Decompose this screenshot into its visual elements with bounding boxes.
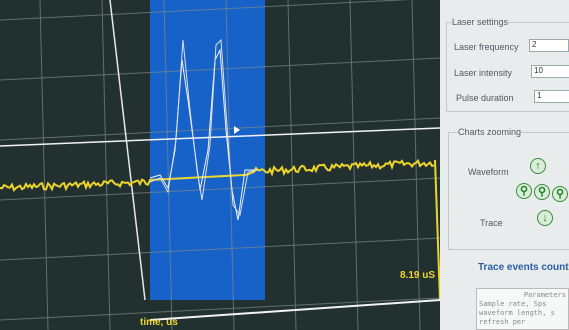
arrow (234, 126, 240, 134)
grid-line (101, 0, 111, 330)
zoom-in-button[interactable]: ↑ (530, 158, 546, 174)
grid-line (0, 57, 440, 81)
chart: time, us 8.19 uS (0, 0, 440, 330)
grid (0, 0, 440, 330)
field-input[interactable]: 2 (529, 39, 569, 52)
trace-signal (0, 158, 435, 192)
params-line: Sample rate, Sps (479, 300, 547, 308)
field-input[interactable]: 1 (534, 90, 569, 103)
zoom-group (448, 132, 569, 250)
trace-edge (434, 159, 440, 301)
grid-line (0, 0, 411, 21)
trace-count: Trace events count: 1 (478, 262, 569, 273)
group-title: Charts zooming (458, 127, 522, 137)
axis-line (149, 299, 440, 321)
grid-line (411, 0, 421, 330)
zoom-button[interactable]: ⚲ (516, 183, 532, 199)
params-line: waveform length, s (479, 309, 555, 317)
grid-line (39, 0, 49, 330)
waveform-signal-2 (149, 38, 259, 217)
params-header: Parameters (523, 291, 566, 299)
grid-line (0, 237, 440, 261)
zoom-out-button[interactable]: ↓ (537, 210, 553, 226)
field-label: Pulse duration (456, 93, 514, 103)
grid-line (163, 0, 173, 330)
cursor-vertical (109, 0, 146, 301)
grid-line (0, 297, 440, 321)
zoom-button[interactable]: ⚲ (552, 186, 568, 202)
zoom-item: Trace (480, 218, 503, 228)
marker-label: 8.19 uS (400, 270, 435, 281)
group-title: Laser settings (452, 17, 509, 27)
side-panel (440, 0, 569, 330)
parameters-box: Parameters Sample rate, Sps waveform len… (476, 288, 569, 330)
field-input[interactable]: 10 (531, 65, 569, 78)
cursor-line (0, 127, 440, 147)
grid-line (0, 177, 440, 201)
grid-line (0, 117, 440, 141)
time-label: time, us (140, 317, 178, 328)
grid-line (287, 0, 297, 330)
field-label: Laser intensity (454, 68, 513, 78)
field-label: Laser frequency (454, 42, 519, 52)
zoom-item: Waveform (468, 167, 509, 177)
params-line: refresh per (479, 318, 526, 326)
zoom-button[interactable]: ⚲ (534, 184, 550, 200)
